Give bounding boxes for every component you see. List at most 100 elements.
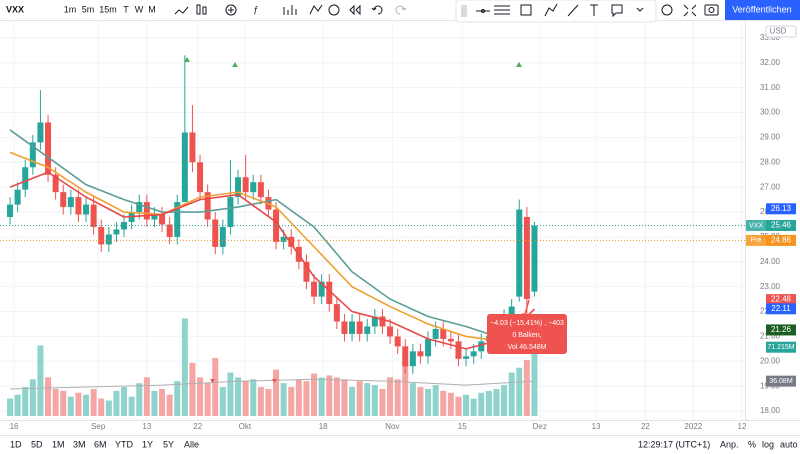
snapshot-icon[interactable]	[704, 4, 719, 16]
volume-bar	[523, 359, 530, 416]
volume-bar	[425, 388, 432, 416]
candle-body	[326, 281, 333, 305]
volume-bar	[394, 379, 401, 416]
redo-icon[interactable]	[395, 5, 407, 15]
tool-note[interactable]	[611, 4, 623, 18]
candle-body	[379, 316, 386, 327]
x-tick-label: 2022	[684, 422, 702, 431]
candle-body	[98, 226, 105, 245]
volume-bar	[235, 377, 242, 416]
candle-body	[14, 189, 21, 205]
candle-body	[250, 182, 257, 193]
y-tick-label: 20.00	[760, 356, 781, 365]
publish-button[interactable]	[725, 0, 800, 20]
y-tick-label: 21.00	[760, 332, 781, 341]
range-button[interactable]: 6M	[94, 439, 107, 449]
volume-bar	[75, 392, 82, 416]
volume-bar	[204, 383, 211, 416]
chart-type-icon[interactable]	[174, 6, 189, 15]
volume-bar	[379, 388, 386, 416]
interval-button[interactable]: 15m	[99, 4, 117, 14]
tool-rect[interactable]	[520, 4, 532, 16]
tool-more[interactable]	[636, 7, 644, 12]
candle-body	[83, 204, 90, 215]
volume-bar	[478, 392, 485, 416]
range-button[interactable]: 5D	[31, 439, 43, 449]
candle-body	[189, 132, 196, 163]
tooltip-line: −4.03 (−15.41%) , −403	[490, 320, 564, 327]
currency-select[interactable]	[765, 25, 797, 38]
range-button[interactable]: YTD	[115, 439, 134, 449]
range-button[interactable]: 1Y	[142, 439, 153, 449]
range-button[interactable]: 1M	[52, 439, 65, 449]
volume-label: 36.08M	[769, 378, 793, 385]
candle-body	[318, 281, 325, 297]
indicators-icon[interactable]: ƒ	[253, 4, 258, 14]
alert-icon[interactable]	[309, 4, 323, 15]
replay-icon[interactable]	[349, 4, 361, 16]
candle-body	[463, 356, 470, 359]
price-name-box	[746, 219, 766, 231]
add-icon[interactable]	[225, 4, 237, 16]
range-button[interactable]: 5Y	[163, 439, 174, 449]
volume-bar	[288, 387, 295, 416]
candle-body	[151, 214, 158, 220]
bar-icon[interactable]	[196, 4, 201, 15]
volume-bar	[121, 387, 128, 416]
candle-body	[531, 225, 538, 292]
interval-button[interactable]: T	[123, 4, 129, 14]
tool-path[interactable]	[544, 3, 558, 17]
candle-body	[136, 202, 143, 213]
volume-bar	[318, 377, 325, 416]
candle-body	[174, 202, 181, 237]
candle-body	[523, 217, 530, 300]
range-button[interactable]: 3M	[73, 439, 86, 449]
clock: 12:29:17 (UTC+1)	[638, 439, 710, 449]
interval-button[interactable]: M	[148, 4, 156, 14]
volume-bar	[105, 400, 112, 416]
interval-button[interactable]: W	[135, 4, 144, 14]
tool-text[interactable]	[590, 4, 598, 16]
candle-body	[212, 219, 219, 247]
candle-body	[288, 236, 295, 247]
candle-body	[257, 182, 264, 198]
tooltip-line: Vol 46.548M	[508, 344, 547, 351]
bar-icon[interactable]	[202, 6, 207, 15]
x-tick-label: 15	[458, 422, 467, 431]
axis-option[interactable]: Anp.	[720, 439, 739, 449]
tool-trend[interactable]	[567, 4, 579, 17]
settings-icon[interactable]	[661, 4, 673, 16]
interval-button[interactable]: 1m	[64, 4, 77, 14]
currency[interactable]: USD	[770, 27, 787, 36]
range-button[interactable]: 1D	[10, 439, 22, 449]
candle-body	[387, 326, 394, 337]
axis-option[interactable]: %	[748, 439, 756, 449]
volume-bar	[303, 381, 310, 416]
price-label: 26.13	[771, 204, 792, 213]
undo-icon[interactable]	[371, 5, 383, 15]
tool-fib[interactable]	[494, 5, 510, 15]
publish-label[interactable]: Veröffentlichen	[732, 4, 791, 14]
volume-bar	[463, 394, 470, 416]
interval-button[interactable]: 5m	[82, 4, 95, 14]
x-tick-label: 22	[193, 422, 202, 431]
volume-bar	[326, 375, 333, 416]
axis-option[interactable]: auto	[780, 439, 798, 449]
symbol[interactable]: VXX	[6, 4, 24, 14]
tool-line[interactable]	[476, 9, 490, 13]
volume-bar	[181, 318, 188, 416]
fullscreen-icon[interactable]	[683, 4, 697, 17]
volume-label-box	[766, 375, 796, 387]
volume-bar	[516, 367, 523, 416]
candle-body	[67, 197, 74, 208]
range-button[interactable]: Alle	[184, 439, 199, 449]
volume-bar	[189, 362, 196, 416]
volume-bar	[470, 398, 477, 416]
compare-icon[interactable]	[283, 5, 297, 15]
axis-option[interactable]: log	[762, 439, 774, 449]
volume-bar	[447, 392, 454, 416]
alarm-icon[interactable]	[328, 4, 340, 16]
volume-bar	[508, 372, 515, 416]
candle-body	[311, 281, 318, 297]
candle-body	[364, 326, 371, 334]
